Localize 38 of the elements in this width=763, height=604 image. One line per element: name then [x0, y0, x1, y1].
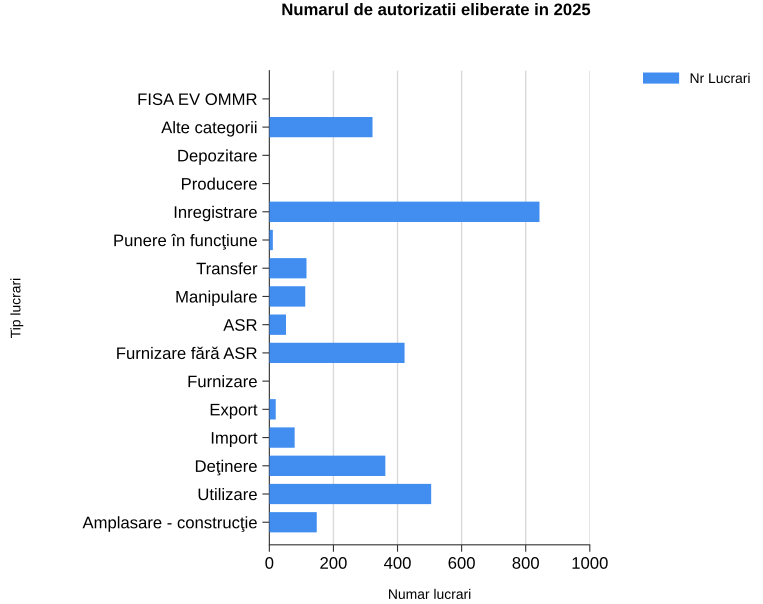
- x-axis-title: Numar lucrari: [389, 588, 470, 600]
- y-tick-label: Depozitare: [178, 149, 257, 165]
- x-tick-label: 0: [265, 557, 274, 569]
- y-tick-label: Alte categorii: [161, 121, 256, 137]
- x-tick-label: 400: [384, 557, 411, 569]
- y-tick-label: ASR: [223, 319, 257, 331]
- bar: [269, 230, 273, 250]
- bar: [269, 116, 373, 138]
- y-tick-label: Amplasare - construcţie: [82, 516, 257, 532]
- y-tick-label: Transfer: [196, 262, 258, 274]
- bar: [269, 484, 432, 504]
- bar: [269, 258, 307, 278]
- bar: [269, 202, 540, 222]
- legend-label: Nr Lucrari: [690, 72, 750, 84]
- bar: [269, 399, 276, 420]
- bar: [269, 314, 286, 335]
- y-tick-label: Import: [212, 432, 258, 448]
- x-tick-label: 200: [320, 557, 347, 569]
- bar: [269, 512, 317, 532]
- bar: [269, 286, 306, 307]
- x-tick-label: 1000: [572, 557, 608, 569]
- y-axis-title: Tip lucrari: [10, 278, 24, 338]
- x-tick-label: 800: [512, 557, 539, 569]
- bar: [269, 427, 295, 448]
- y-tick-label: Producere: [182, 178, 257, 190]
- x-tick-label: 600: [448, 557, 475, 569]
- bar: [269, 342, 405, 364]
- y-tick-label: Punere în funcţiune: [114, 234, 257, 250]
- y-tick-label: Export: [210, 404, 258, 419]
- bar: [269, 456, 386, 476]
- y-tick-label: Furnizare fără ASR: [117, 346, 257, 360]
- chart-title: Numarul de autorizatii eliberate in 2025: [282, 3, 590, 16]
- y-tick-label: Utilizare: [198, 488, 257, 500]
- y-tick-label: Deţinere: [196, 460, 257, 476]
- y-tick-label: Manipulare: [176, 290, 257, 306]
- y-tick-label: Furnizare: [188, 375, 257, 388]
- y-tick-label: Inregistrare: [174, 206, 257, 222]
- y-tick-label: FISA EV OMMR: [138, 93, 257, 106]
